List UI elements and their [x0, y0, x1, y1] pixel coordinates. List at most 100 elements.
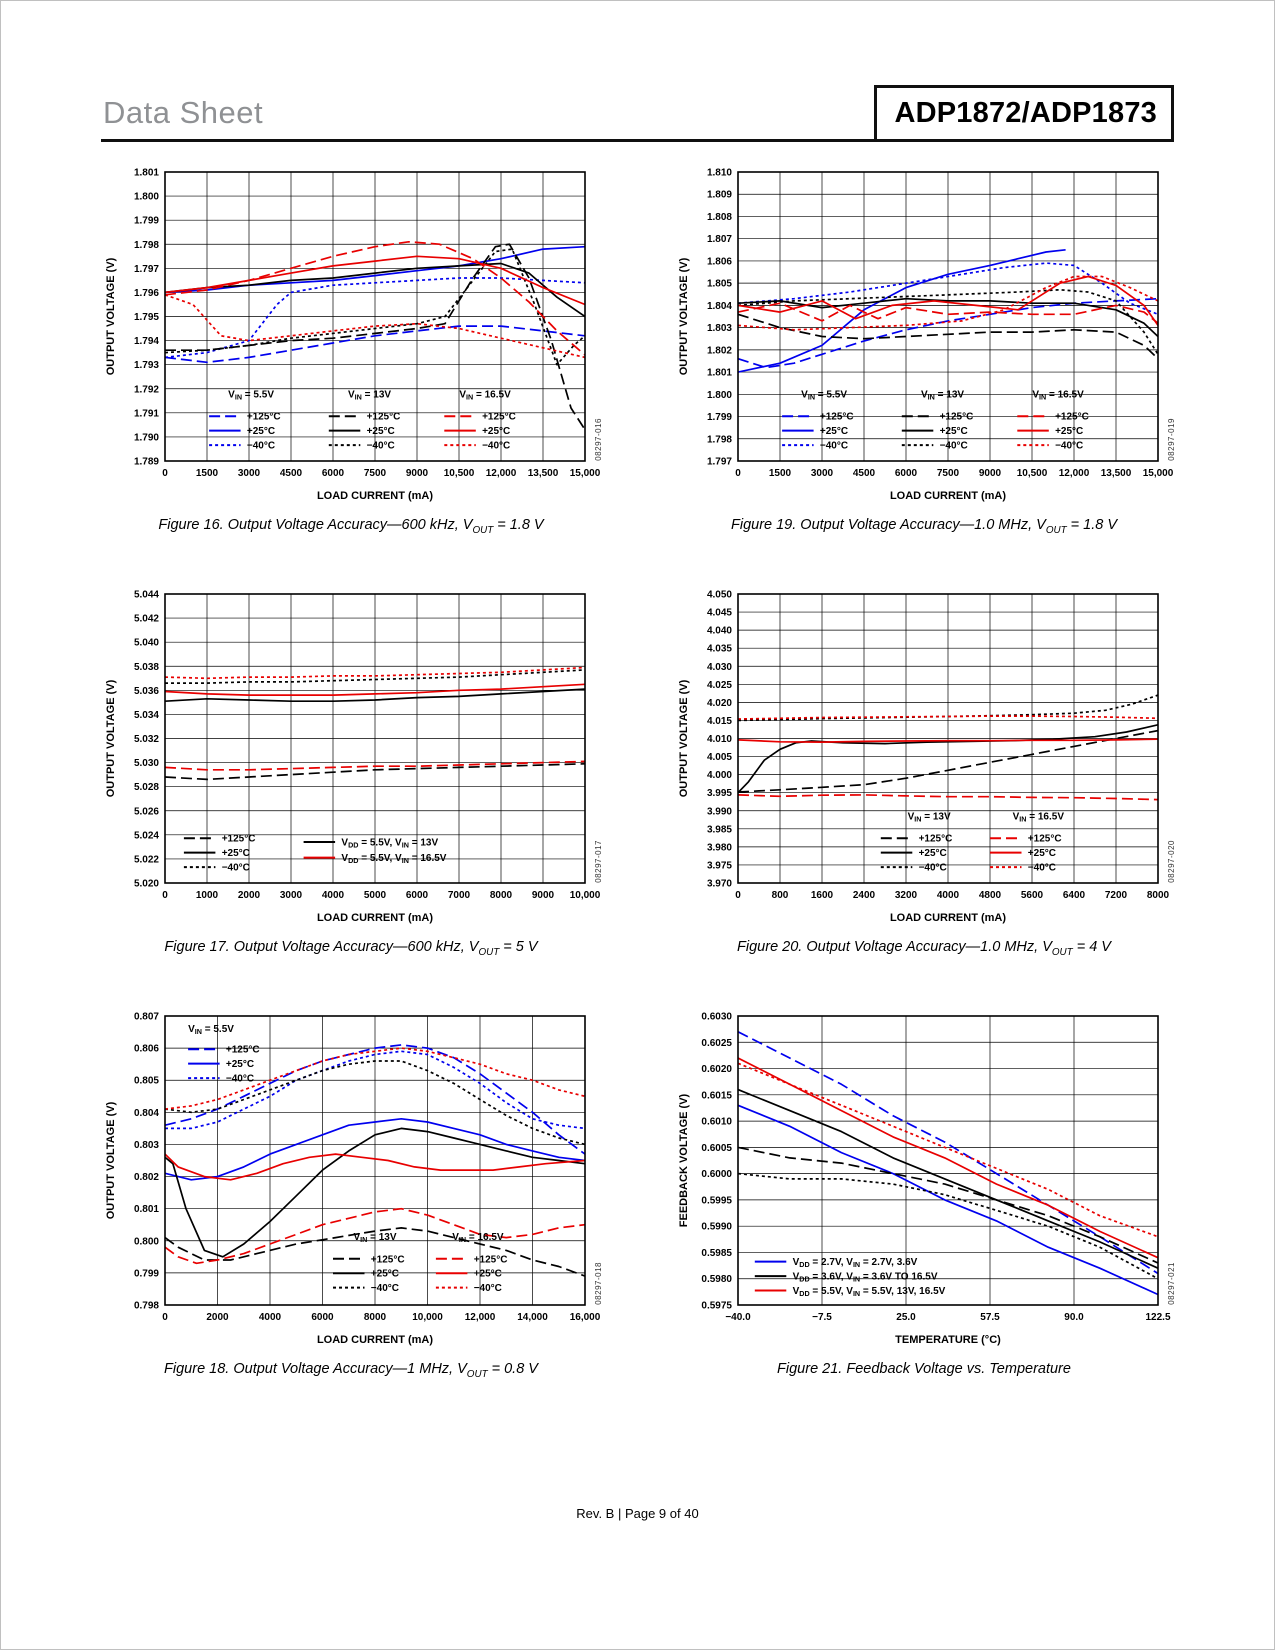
svg-text:0.804: 0.804 — [134, 1108, 159, 1119]
charts-grid: 1.789 1.790 1.791 1.792 1.793 1.794 1.795 1.796… — [101, 162, 1176, 1380]
svg-text:5.030: 5.030 — [134, 758, 159, 769]
svg-text:5.028: 5.028 — [134, 782, 159, 793]
svg-text:5.034: 5.034 — [134, 710, 159, 721]
svg-text:+25°C: +25°C — [222, 848, 250, 859]
svg-text:0: 0 — [735, 890, 741, 901]
svg-text:0.800: 0.800 — [134, 1236, 159, 1247]
svg-text:1.799: 1.799 — [707, 412, 732, 423]
svg-text:1.790: 1.790 — [134, 432, 159, 443]
svg-text:1.789: 1.789 — [134, 457, 159, 468]
svg-text:VDD = 5.5V, VIN = 13V: VDD = 5.5V, VIN = 13V — [341, 837, 438, 849]
svg-text:1600: 1600 — [811, 890, 834, 901]
svg-text:1.795: 1.795 — [134, 312, 159, 323]
svg-text:−40°C: −40°C — [222, 862, 250, 873]
svg-text:3.985: 3.985 — [707, 824, 732, 835]
svg-text:13,500: 13,500 — [1101, 468, 1132, 479]
svg-text:VIN = 16.5V: VIN = 16.5V — [459, 389, 511, 401]
svg-text:0.798: 0.798 — [134, 1300, 159, 1311]
svg-text:+125°C: +125°C — [1028, 834, 1062, 845]
svg-text:−40°C: −40°C — [247, 441, 275, 452]
svg-text:−40.0: −40.0 — [725, 1312, 751, 1323]
svg-text:16,000: 16,000 — [570, 1312, 601, 1323]
svg-text:1.798: 1.798 — [707, 434, 732, 445]
svg-text:VIN = 16.5V: VIN = 16.5V — [1032, 389, 1084, 401]
charts-row-1: 1.789 1.790 1.791 1.792 1.793 1.794 1.795 1.796… — [101, 162, 1176, 536]
svg-text:6000: 6000 — [406, 890, 429, 901]
svg-text:0.6020: 0.6020 — [701, 1064, 732, 1075]
svg-text:2000: 2000 — [238, 890, 261, 901]
svg-text:1500: 1500 — [769, 468, 792, 479]
svg-text:5.036: 5.036 — [134, 686, 159, 697]
svg-text:10,500: 10,500 — [444, 468, 475, 479]
svg-text:4.035: 4.035 — [707, 644, 732, 655]
figure-19-caption: Figure 19. Output Voltage Accuracy—1.0 M… — [730, 517, 1118, 536]
svg-text:−40°C: −40°C — [1055, 441, 1083, 452]
svg-text:1.797: 1.797 — [707, 457, 732, 468]
svg-text:+25°C: +25°C — [482, 426, 510, 437]
svg-text:+25°C: +25°C — [919, 848, 947, 859]
svg-text:0.6015: 0.6015 — [701, 1090, 732, 1101]
doc-type-label: Data Sheet — [103, 95, 264, 130]
svg-text:5.026: 5.026 — [134, 806, 159, 817]
svg-text:14,000: 14,000 — [517, 1312, 548, 1323]
charts-row-2: 5.020 5.022 5.024 5.026 5.028 5.030 5.032 5.034… — [101, 584, 1176, 957]
svg-text:VDD = 5.5V, VIN = 16.5V: VDD = 5.5V, VIN = 16.5V — [341, 853, 446, 865]
svg-text:1.800: 1.800 — [134, 192, 159, 203]
svg-text:+25°C: +25°C — [1028, 848, 1056, 859]
svg-text:5.040: 5.040 — [134, 638, 159, 649]
svg-text:7200: 7200 — [1105, 890, 1128, 901]
svg-text:5.038: 5.038 — [134, 662, 159, 673]
figure-16: 1.789 1.790 1.791 1.792 1.793 1.794 1.795 1.796… — [101, 162, 603, 536]
svg-text:−40°C: −40°C — [820, 441, 848, 452]
svg-text:+25°C: +25°C — [1055, 426, 1083, 437]
svg-text:1.801: 1.801 — [134, 168, 159, 179]
svg-text:3.975: 3.975 — [707, 860, 732, 871]
svg-text:1.806: 1.806 — [707, 256, 732, 267]
svg-text:0.6005: 0.6005 — [701, 1143, 732, 1154]
svg-text:2000: 2000 — [206, 1312, 229, 1323]
svg-text:OUTPUT VOLTAGE (V): OUTPUT VOLTAGE (V) — [678, 257, 690, 375]
svg-text:0.801: 0.801 — [134, 1204, 159, 1215]
svg-text:1.794: 1.794 — [134, 336, 159, 347]
svg-text:−40°C: −40°C — [1028, 862, 1056, 873]
svg-text:+25°C: +25°C — [940, 426, 968, 437]
svg-text:0.6025: 0.6025 — [701, 1038, 732, 1049]
svg-text:+25°C: +25°C — [474, 1268, 502, 1279]
svg-text:6000: 6000 — [311, 1312, 334, 1323]
svg-text:VIN = 13V: VIN = 13V — [908, 811, 951, 823]
svg-text:+25°C: +25°C — [371, 1268, 399, 1279]
svg-text:5.024: 5.024 — [134, 830, 159, 841]
svg-text:0.803: 0.803 — [134, 1140, 159, 1151]
svg-text:OUTPUT VOLTAGE (V): OUTPUT VOLTAGE (V) — [105, 257, 117, 375]
svg-text:4000: 4000 — [937, 890, 960, 901]
svg-text:−40°C: −40°C — [482, 441, 510, 452]
svg-text:0.5995: 0.5995 — [701, 1195, 732, 1206]
svg-text:5.022: 5.022 — [134, 854, 159, 865]
svg-text:VIN = 16.5V: VIN = 16.5V — [1013, 811, 1065, 823]
figure-20-plot: 3.970 3.975 3.980 3.985 3.990 3.995 4.000 4.005… — [678, 589, 1170, 924]
svg-text:9000: 9000 — [532, 890, 555, 901]
svg-text:6000: 6000 — [895, 468, 918, 479]
svg-text:LOAD CURRENT (mA): LOAD CURRENT (mA) — [890, 912, 1006, 924]
svg-text:LOAD CURRENT (mA): LOAD CURRENT (mA) — [890, 490, 1006, 502]
svg-text:1.797: 1.797 — [134, 264, 159, 275]
svg-text:15,000: 15,000 — [1143, 468, 1174, 479]
svg-text:15,000: 15,000 — [570, 468, 601, 479]
svg-text:0: 0 — [162, 1312, 168, 1323]
svg-text:+125°C: +125°C — [371, 1254, 405, 1265]
svg-text:5.032: 5.032 — [134, 734, 159, 745]
svg-text:1.792: 1.792 — [134, 384, 159, 395]
svg-text:VIN = 13V: VIN = 13V — [348, 389, 391, 401]
svg-text:1.791: 1.791 — [134, 408, 159, 419]
svg-text:4500: 4500 — [280, 468, 303, 479]
part-number-box: ADP1872/ADP1873 — [874, 85, 1174, 142]
svg-text:3000: 3000 — [811, 468, 834, 479]
svg-text:4800: 4800 — [979, 890, 1002, 901]
svg-text:3200: 3200 — [895, 890, 918, 901]
figure-19-plot: 1.797 1.798 1.799 1.800 1.801 1.802 1.803 1.804… — [678, 168, 1174, 503]
svg-text:4000: 4000 — [322, 890, 345, 901]
svg-text:+125°C: +125°C — [247, 412, 281, 423]
svg-text:0.806: 0.806 — [134, 1043, 159, 1054]
svg-text:FEEDBACK VOLTAGE (V): FEEDBACK VOLTAGE (V) — [678, 1093, 690, 1227]
svg-text:6000: 6000 — [322, 468, 345, 479]
